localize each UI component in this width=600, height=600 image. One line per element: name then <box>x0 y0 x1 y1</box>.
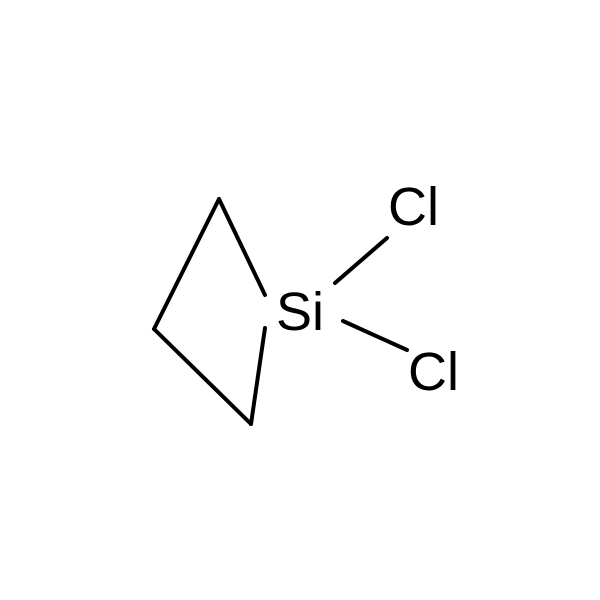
bond <box>343 321 407 350</box>
bond <box>219 199 265 295</box>
bond <box>335 238 387 283</box>
bond <box>154 329 251 424</box>
atom-label-cl-top: Cl <box>388 177 439 237</box>
bond <box>251 328 265 424</box>
atom-label-cl-bottom: Cl <box>408 342 459 402</box>
atom-label-si: Si <box>276 282 324 342</box>
labels-group: Si Cl Cl <box>276 177 459 402</box>
bond <box>154 199 219 329</box>
molecule-diagram: Si Cl Cl <box>0 0 600 600</box>
